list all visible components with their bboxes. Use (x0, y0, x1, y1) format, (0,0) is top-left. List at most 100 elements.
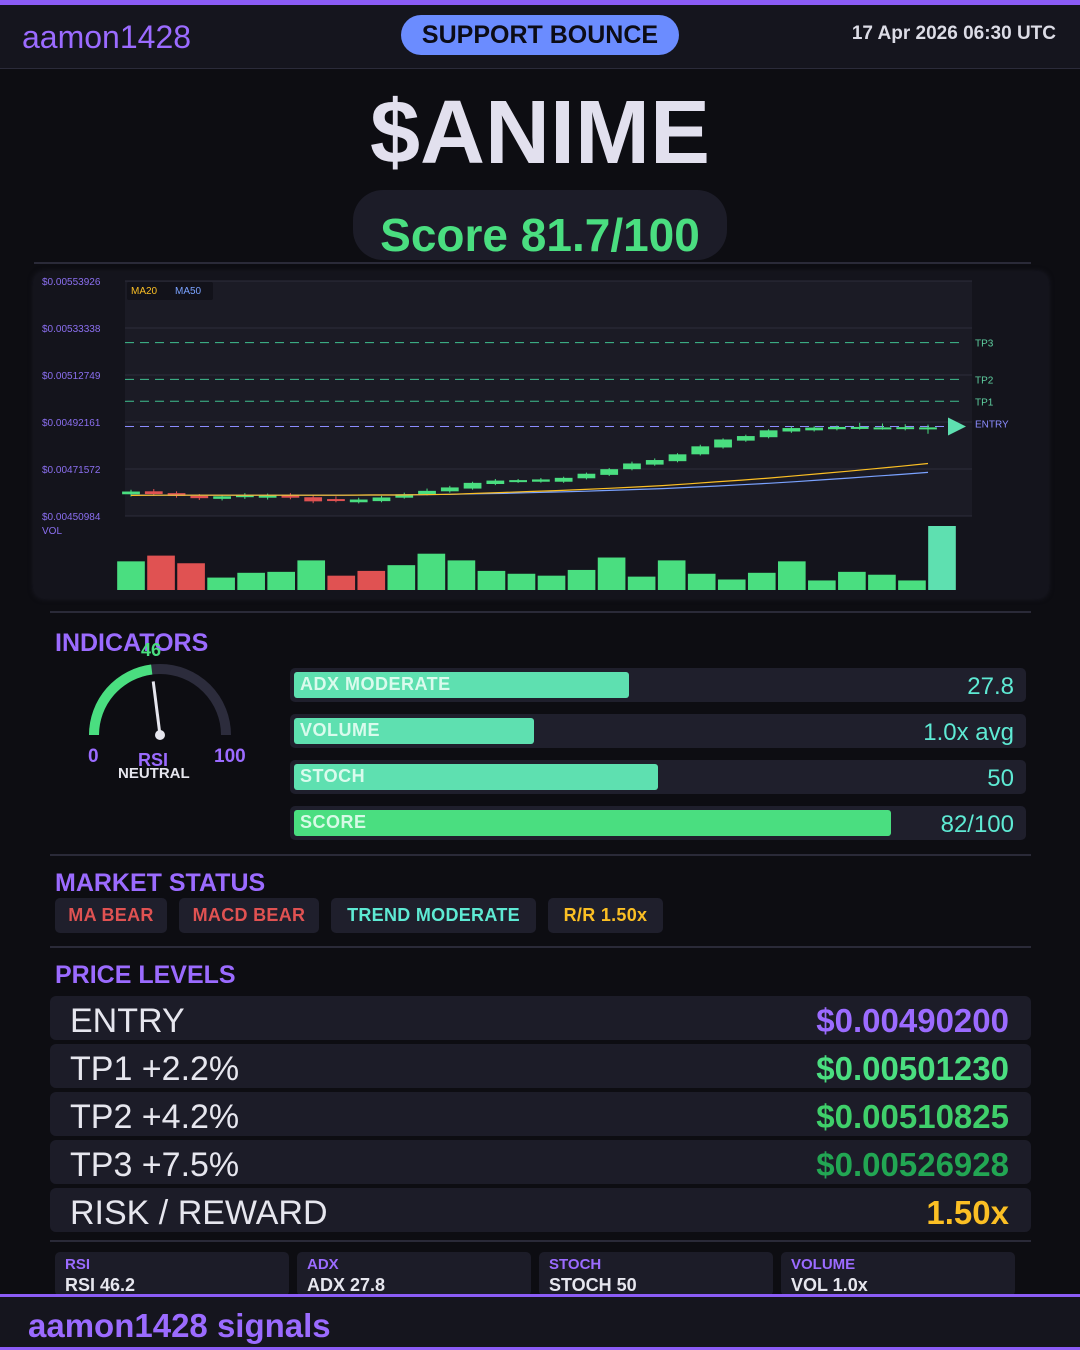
divider (50, 1240, 1031, 1242)
level-row-risk-reward: RISK / REWARD 1.50x (50, 1188, 1031, 1232)
score-bar-label: SCORE (300, 812, 367, 832)
volume-bar-label: VOLUME (300, 720, 381, 740)
volume-bar (928, 526, 956, 590)
candle-body (463, 482, 482, 489)
volume-bar (117, 561, 145, 590)
level-label-entry: ENTRY (975, 419, 1009, 430)
level-label-tp1: TP1 (975, 397, 994, 408)
rsi-gauge: 46 0 100 RSI NEUTRAL (80, 640, 260, 790)
divider (50, 854, 1031, 856)
adx-bar-fill (294, 672, 629, 698)
volume-bar (477, 570, 506, 590)
candle-body (668, 454, 687, 462)
candle-body (850, 426, 869, 429)
y-tick-label: $0.00492161 (42, 418, 101, 429)
candle-body (805, 427, 824, 431)
level-price: $0.00526928 (816, 1146, 1009, 1183)
plot-area (125, 281, 972, 516)
price-levels-title: PRICE LEVELS (55, 961, 236, 989)
summary-value: RSI 46.2 (65, 1275, 136, 1295)
volume-bar: VOLUME 1.0x avg (290, 714, 1026, 748)
footer-text: aamon1428 signals (28, 1307, 331, 1344)
volume-bar (627, 576, 656, 590)
stoch-bar-label: STOCH (300, 766, 366, 786)
divider (34, 262, 1031, 264)
rsi-gauge-value: 46 (140, 640, 162, 660)
legend-box (127, 282, 213, 300)
level-row-tp3: TP3 +7.5% $0.00526928 (50, 1140, 1031, 1184)
summary-title: STOCH (549, 1256, 602, 1273)
candle-body (258, 495, 277, 498)
ma-bear-badge: MA BEAR (55, 898, 167, 933)
candle-body (144, 491, 163, 495)
volume-bar (657, 560, 686, 590)
y-tick-label: $0.00553926 (42, 277, 101, 288)
volume-bar (597, 557, 626, 590)
stoch-bar-fill (294, 764, 658, 790)
rsi-gauge-fill (89, 664, 153, 736)
rsi-gauge-dial (89, 664, 231, 740)
summary-value: ADX 27.8 (307, 1275, 386, 1295)
volume-bar (147, 555, 175, 590)
rsi-gauge-label: RSI (138, 750, 169, 770)
volume-bar-fill (294, 718, 535, 744)
volume-bar (237, 572, 265, 590)
candle-body (782, 428, 801, 432)
summary-title: VOLUME (791, 1256, 856, 1273)
candle-body (532, 479, 550, 482)
indicators-title: INDICATORS (55, 629, 209, 657)
legend-ma50: MA50 (175, 286, 202, 297)
candle-body (304, 497, 323, 502)
level-row-tp2: TP2 +4.2% $0.00510825 (50, 1092, 1031, 1136)
volume-bar (898, 580, 926, 590)
y-tick-label: $0.00471572 (42, 465, 101, 476)
score-bar-value: 82/100 (940, 811, 1014, 838)
candle-body (122, 491, 140, 495)
summary-volume: VOLUME VOL 1.0x (781, 1252, 1015, 1296)
stoch-bar: STOCH 50 (290, 760, 1026, 794)
rsi-gauge-hub (155, 730, 165, 740)
candle-body (349, 499, 368, 503)
candle-body (235, 495, 254, 498)
level-name: TP3 +7.5% (70, 1146, 240, 1184)
volume-bar (868, 574, 896, 590)
ticker-symbol: $ANIME (369, 83, 711, 183)
macd-bear-badge: MACD BEAR (179, 898, 319, 933)
price-chart: $0.00553926 $0.00533338 $0.00512749 $0.0049… (34, 272, 1048, 598)
level-name: ENTRY (70, 1002, 185, 1040)
rsi-gauge-max: 100 (214, 746, 246, 767)
adx-bar-value: 27.8 (967, 673, 1014, 700)
ma20-line (130, 462, 929, 496)
volume-bar (507, 573, 536, 590)
summary-adx: ADX ADX 27.8 (297, 1252, 531, 1296)
trend-moderate-badge: TREND MODERATE (331, 898, 536, 933)
candle-body (896, 427, 915, 430)
signal-type-badge: SUPPORT BOUNCE (401, 15, 679, 55)
risk-reward-badge: R/R 1.50x (548, 898, 663, 933)
candle-body (691, 446, 710, 455)
market-status-title: MARKET STATUS (55, 869, 266, 897)
legend-ma20: MA20 (131, 286, 158, 297)
y-tick-label: $0.00533338 (42, 324, 101, 335)
timestamp: 17 Apr 2026 06:30 UTC (851, 23, 1056, 44)
volume-bar (267, 571, 296, 590)
volume-bar (447, 560, 476, 590)
candle-body (190, 495, 209, 499)
candle-body (213, 496, 231, 499)
level-label-tp3: TP3 (975, 339, 994, 350)
rsi-gauge-min: 0 (88, 746, 99, 767)
volume-bar (838, 571, 866, 590)
candle-body (645, 460, 664, 465)
volume-bar (387, 565, 416, 590)
volume-bar (357, 570, 386, 590)
candle-body (736, 436, 755, 441)
level-price: $0.00501230 (816, 1050, 1009, 1087)
summary-stoch: STOCH STOCH 50 (539, 1252, 773, 1296)
volume-bar (808, 580, 836, 590)
candle-body (281, 494, 300, 498)
candle-body (714, 439, 732, 448)
candle-body (623, 463, 641, 470)
summary-title: RSI (65, 1256, 91, 1273)
level-name: RISK / REWARD (70, 1194, 328, 1232)
